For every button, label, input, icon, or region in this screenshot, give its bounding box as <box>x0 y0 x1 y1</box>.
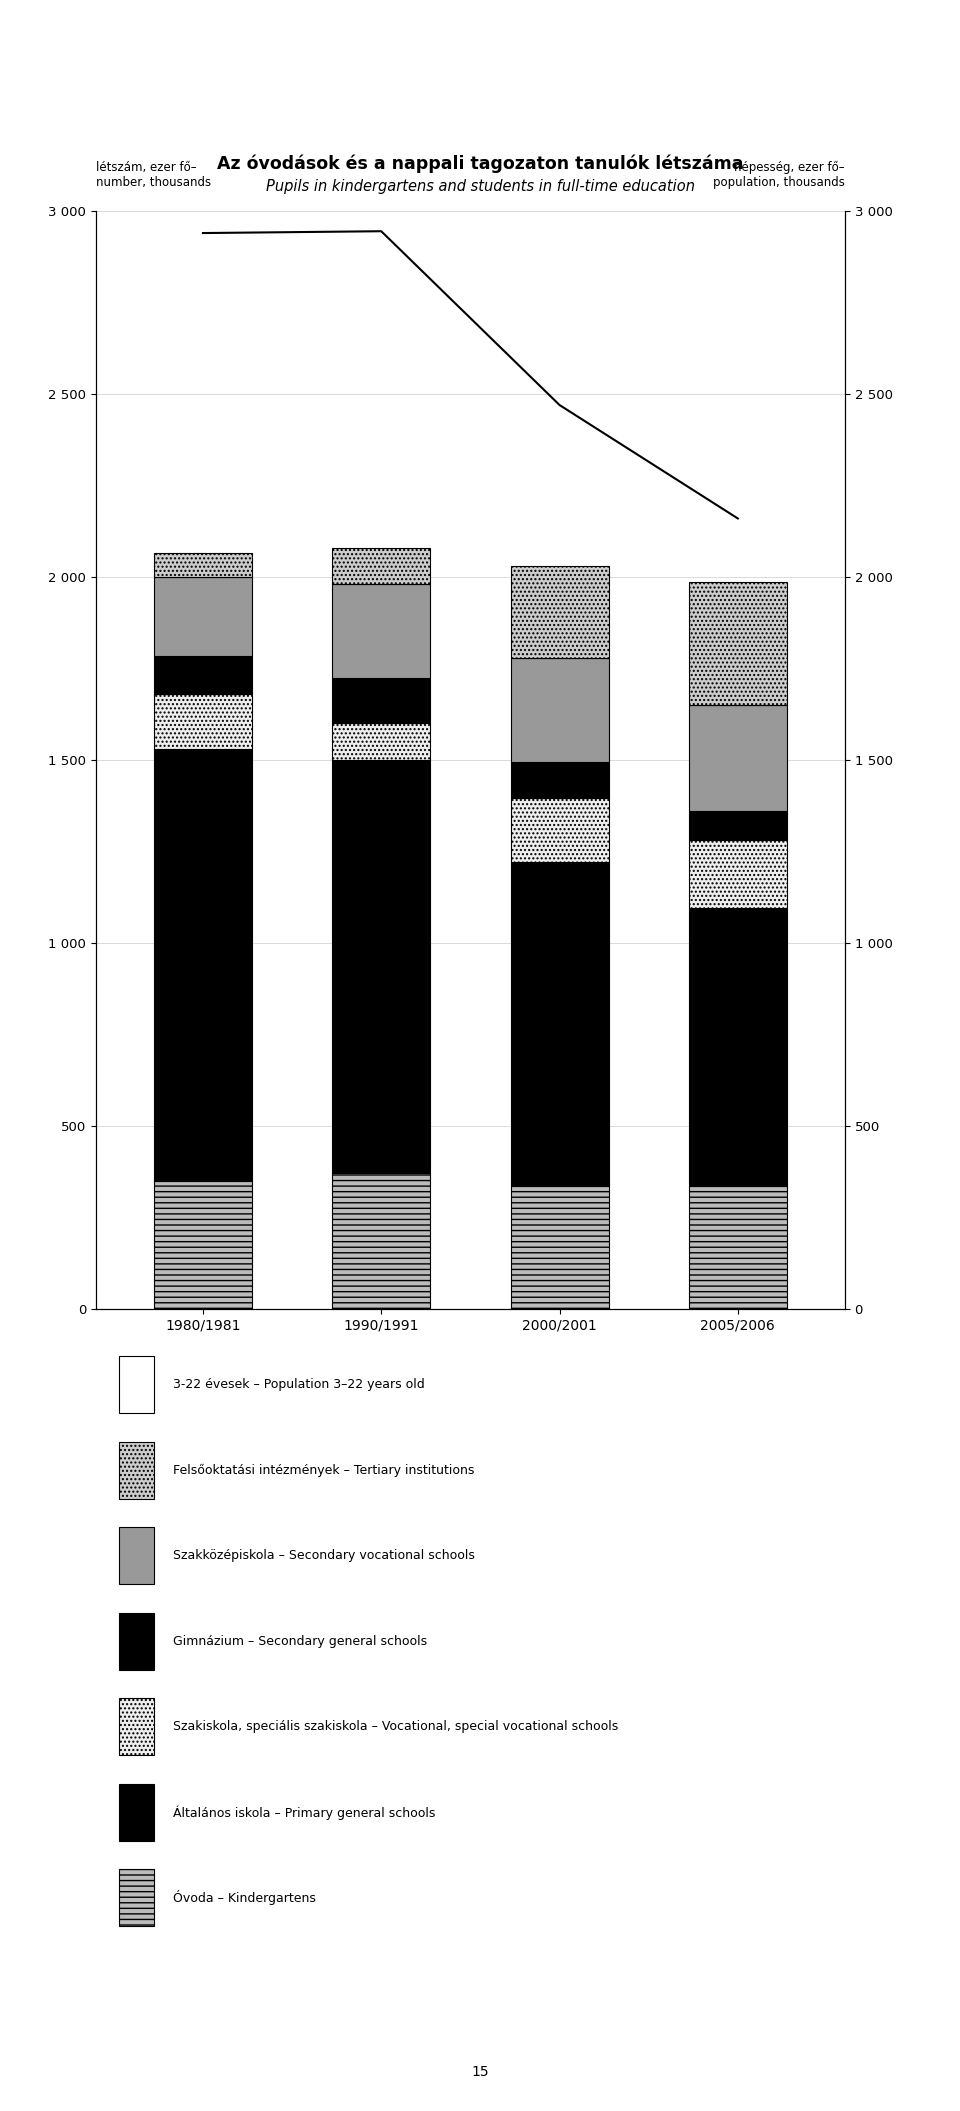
Bar <box>332 585 430 678</box>
Text: Felsőoktatási intézmények – Tertiary institutions: Felsőoktatási intézmények – Tertiary ins… <box>173 1463 474 1478</box>
FancyBboxPatch shape <box>119 1784 154 1841</box>
Bar <box>154 695 252 749</box>
Text: Az óvodások és a nappali tagozaton tanulók létszáma: Az óvodások és a nappali tagozaton tanul… <box>217 154 743 173</box>
Bar <box>688 705 787 811</box>
Text: Óvoda – Kindergartens: Óvoda – Kindergartens <box>173 1889 316 1906</box>
Text: Pupils in kindergartens and students in full-time education: Pupils in kindergartens and students in … <box>266 179 694 194</box>
Bar <box>332 724 430 760</box>
FancyBboxPatch shape <box>119 1357 154 1414</box>
Bar <box>511 657 609 762</box>
Bar <box>511 1186 609 1309</box>
Text: 15: 15 <box>471 2065 489 2079</box>
Bar <box>511 762 609 798</box>
Text: Általános iskola – Primary general schools: Általános iskola – Primary general schoo… <box>173 1805 435 1820</box>
Bar <box>511 863 609 1186</box>
Bar <box>688 1186 787 1309</box>
Bar <box>332 760 430 1174</box>
Text: 3-22 évesek – Population 3–22 years old: 3-22 évesek – Population 3–22 years old <box>173 1378 424 1391</box>
FancyBboxPatch shape <box>119 1442 154 1499</box>
Bar <box>511 566 609 657</box>
FancyBboxPatch shape <box>119 1528 154 1583</box>
Bar <box>688 811 787 840</box>
Bar <box>332 678 430 724</box>
Bar <box>154 657 252 695</box>
Text: népesség, ezer fő–
population, thousands: népesség, ezer fő– population, thousands <box>713 160 845 190</box>
FancyBboxPatch shape <box>119 1697 154 1756</box>
Bar <box>511 798 609 863</box>
Text: Gimnázium – Secondary general schools: Gimnázium – Secondary general schools <box>173 1634 427 1649</box>
Bar <box>154 1180 252 1309</box>
Bar <box>332 547 430 585</box>
Bar <box>688 583 787 705</box>
FancyBboxPatch shape <box>119 1613 154 1670</box>
Bar <box>154 553 252 576</box>
Bar <box>154 576 252 657</box>
Bar <box>688 840 787 908</box>
Bar <box>332 1174 430 1309</box>
FancyBboxPatch shape <box>119 1870 154 1925</box>
Bar <box>154 749 252 1180</box>
Text: Szakiskola, speciális szakiskola – Vocational, special vocational schools: Szakiskola, speciális szakiskola – Vocat… <box>173 1720 618 1733</box>
Text: Szakközépiskola – Secondary vocational schools: Szakközépiskola – Secondary vocational s… <box>173 1549 474 1562</box>
Text: létszám, ezer fő–
number, thousands: létszám, ezer fő– number, thousands <box>96 160 211 190</box>
Bar <box>688 908 787 1186</box>
